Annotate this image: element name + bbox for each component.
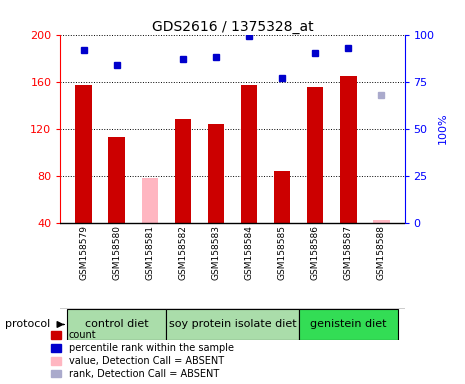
Title: GDS2616 / 1375328_at: GDS2616 / 1375328_at: [152, 20, 313, 33]
Bar: [108, 137, 125, 223]
Bar: [174, 119, 191, 223]
Bar: [67, 309, 166, 340]
Text: GSM158579: GSM158579: [79, 225, 88, 280]
Bar: [299, 309, 398, 340]
Text: GSM158584: GSM158584: [245, 225, 253, 280]
Text: GSM158580: GSM158580: [112, 225, 121, 280]
Bar: [208, 124, 224, 223]
Bar: [75, 85, 92, 223]
Text: GSM158581: GSM158581: [145, 225, 154, 280]
Text: soy protein isolate diet: soy protein isolate diet: [169, 319, 296, 329]
Text: GSM158587: GSM158587: [344, 225, 353, 280]
Bar: [274, 171, 291, 223]
Text: GSM158588: GSM158588: [377, 225, 386, 280]
Text: GSM158586: GSM158586: [311, 225, 320, 280]
Text: control diet: control diet: [85, 319, 148, 329]
Bar: [141, 178, 158, 223]
Text: GSM158583: GSM158583: [212, 225, 220, 280]
Text: genistein diet: genistein diet: [310, 319, 386, 329]
Bar: [241, 85, 257, 223]
Bar: [166, 309, 299, 340]
Bar: [373, 220, 390, 223]
Legend: count, percentile rank within the sample, value, Detection Call = ABSENT, rank, : count, percentile rank within the sample…: [51, 330, 234, 379]
Text: protocol: protocol: [5, 319, 50, 329]
Y-axis label: 100%: 100%: [438, 113, 447, 144]
Bar: [340, 76, 357, 223]
Text: GSM158585: GSM158585: [278, 225, 286, 280]
Bar: [307, 88, 324, 223]
Text: GSM158582: GSM158582: [179, 225, 187, 280]
